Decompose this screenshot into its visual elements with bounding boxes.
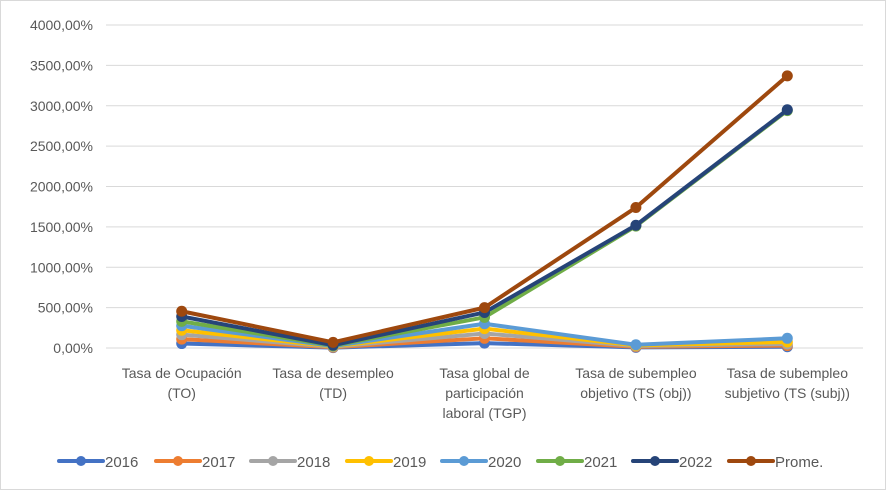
x-tick-label: Tasa de subempleo objetivo (TS (obj)) xyxy=(575,365,697,401)
x-tick-label: Tasa de Ocupación (TO) xyxy=(122,365,242,401)
legend-marker xyxy=(555,456,565,466)
data-point xyxy=(630,339,642,351)
legend-item: 2018 xyxy=(249,454,330,471)
x-tick-label: Tasa de subempleo subjetivo (TS (subj)) xyxy=(725,365,850,401)
legend-label: 2018 xyxy=(297,454,330,471)
data-point xyxy=(176,305,188,317)
y-tick-label: 0,00% xyxy=(53,340,93,356)
y-tick-label: 1000,00% xyxy=(30,259,93,275)
legend-label: 2019 xyxy=(393,454,426,471)
legend-item: Prome. xyxy=(727,454,823,471)
x-tick-label: Tasa global de participación laboral (TGP) xyxy=(439,365,530,421)
legend-label: 2022 xyxy=(679,454,712,471)
data-point xyxy=(781,70,793,82)
x-axis-ticks: Tasa de Ocupación (TO) Tasa de desempleo (T… xyxy=(122,365,850,421)
data-point xyxy=(479,302,490,314)
legend-marker xyxy=(650,456,660,466)
y-tick-label: 500,00% xyxy=(38,300,93,316)
legend-item: 2017 xyxy=(154,454,235,471)
series-2022 xyxy=(176,104,793,351)
legend-marker xyxy=(173,456,183,466)
legend-label: 2021 xyxy=(584,454,617,471)
legend-label: Prome. xyxy=(775,454,823,471)
legend-label: 2020 xyxy=(488,454,521,471)
x-tick-label: Tasa de desempleo (TD) xyxy=(272,365,394,401)
y-tick-label: 2000,00% xyxy=(30,179,93,195)
series-prome xyxy=(176,70,793,348)
y-tick-label: 3000,00% xyxy=(30,98,93,114)
legend-item: 2021 xyxy=(536,454,617,471)
legend-label: 2016 xyxy=(105,454,138,471)
y-tick-label: 4000,00% xyxy=(30,17,93,33)
legend: 2016 2017 2018 2019 2020 2021 2022 Prome. xyxy=(57,454,823,471)
legend-item: 2022 xyxy=(631,454,712,471)
gridlines xyxy=(106,24,863,349)
legend-item: 2016 xyxy=(57,454,138,471)
legend-marker xyxy=(459,456,469,466)
y-tick-label: 1500,00% xyxy=(30,219,93,235)
y-tick-label: 2500,00% xyxy=(30,138,93,154)
series-lines xyxy=(176,70,793,354)
legend-label: 2017 xyxy=(202,454,235,471)
legend-marker xyxy=(76,456,86,466)
legend-marker xyxy=(268,456,278,466)
legend-marker xyxy=(364,456,374,466)
data-point xyxy=(327,336,339,348)
data-point xyxy=(781,104,793,116)
data-point xyxy=(630,201,642,213)
y-axis-ticks: 0,00% 500,00% 1000,00% 1500,00% 2000,00% 2500… xyxy=(30,17,93,356)
legend-item: 2019 xyxy=(345,454,426,471)
data-point xyxy=(630,219,642,231)
legend-marker xyxy=(746,456,756,466)
legend-item: 2020 xyxy=(440,454,521,471)
data-point xyxy=(781,332,793,344)
y-tick-label: 3500,00% xyxy=(30,57,93,73)
